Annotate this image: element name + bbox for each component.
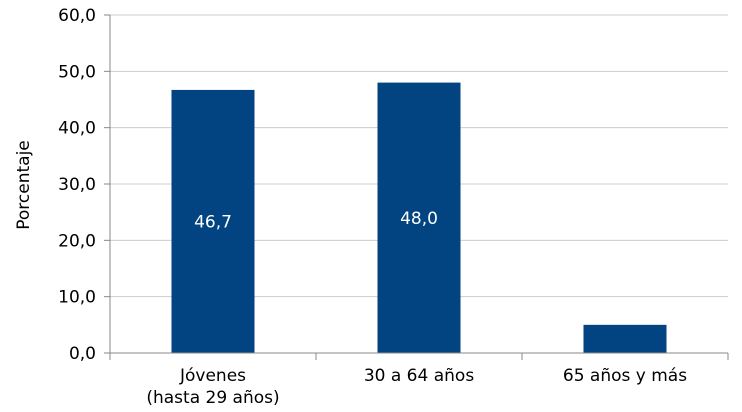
bar [377,82,461,353]
y-tick-label: 0,0 [69,344,96,364]
y-axis-title: Porcentaje [14,140,34,230]
bars [171,82,667,353]
x-category-label-line: Jóvenes [179,366,246,386]
y-tick-label: 40,0 [58,119,96,139]
y-tick-label: 20,0 [58,231,96,251]
x-category-label: 30 a 64 años [364,366,474,386]
x-category-label-line: 30 a 64 años [364,366,474,386]
y-tick-label: 60,0 [58,6,96,26]
x-category-label: Jóvenes (hasta 29 años) [146,366,279,408]
x-category-label-line: (hasta 29 años) [146,388,279,408]
y-tick-label: 30,0 [58,175,96,195]
y-tick-label: 10,0 [58,288,96,308]
x-category-label-line: 65 años y más [563,366,687,386]
data-label: 46,7 [194,212,232,232]
bar [583,324,667,353]
x-category-label: 65 años y más [563,366,687,386]
y-tick-label: 50,0 [58,62,96,82]
axes [104,14,729,360]
data-label: 48,0 [400,209,438,229]
bar [171,89,255,353]
labels: 0,0 10,0 20,0 30,0 40,0 50,0 60,0 46,7 Jóvenes (h… [58,6,687,408]
